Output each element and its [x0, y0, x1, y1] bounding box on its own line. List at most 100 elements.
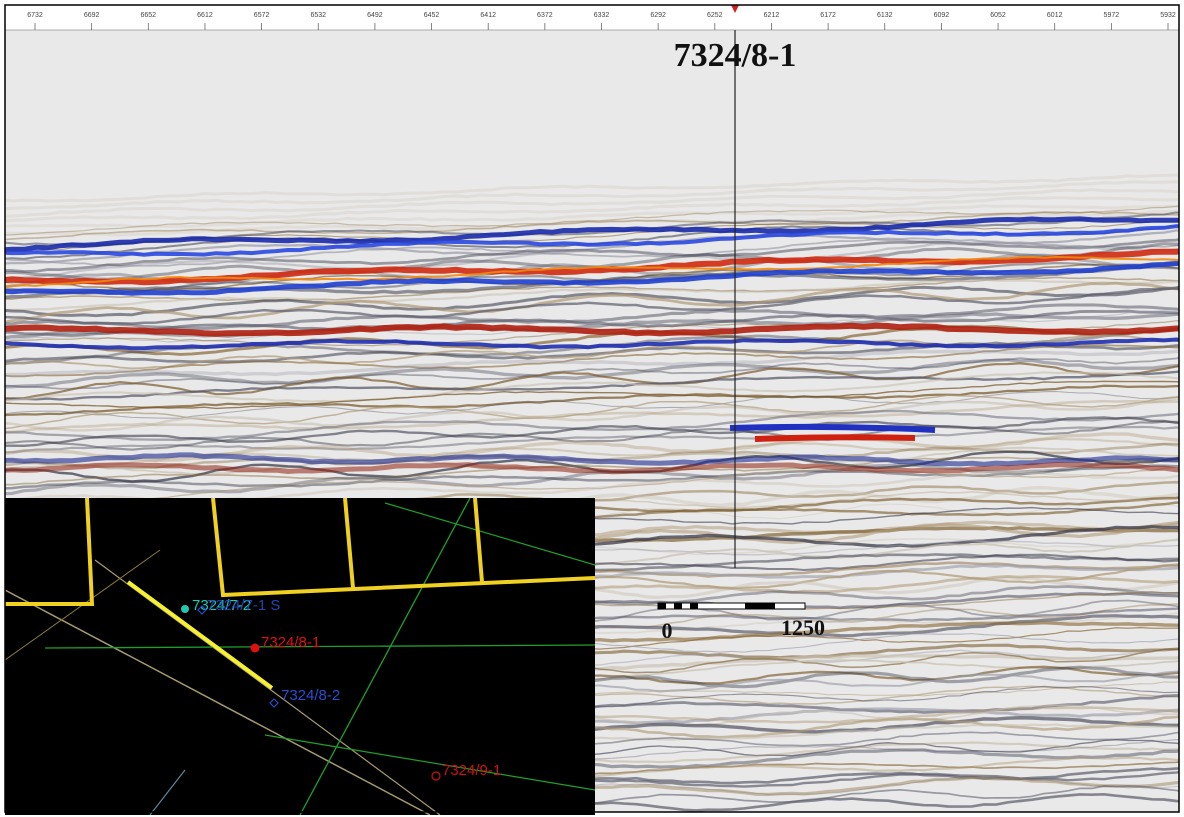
frame	[4, 4, 1180, 813]
reflector	[5, 456, 1179, 486]
green-line	[264, 734, 595, 791]
reflector	[5, 397, 1179, 432]
water-haze	[5, 209, 1179, 237]
axis-tick-label: 6452	[424, 12, 440, 19]
green-line	[384, 502, 595, 566]
map-background	[5, 498, 595, 815]
reflector	[5, 344, 1179, 378]
water-haze	[5, 204, 1179, 229]
reflector	[5, 399, 1179, 434]
axis-tick-label: 6332	[594, 12, 610, 19]
scale-bar: 0 1250	[657, 602, 825, 643]
reflector	[5, 432, 1179, 463]
axis-tick-label: 6292	[650, 12, 666, 19]
axis-tick-label: 6612	[197, 12, 213, 19]
location-map: 7324/7-2 7324/7-1 S 7324/8-1 7324/8-2 73…	[5, 498, 595, 815]
well-symbol	[431, 771, 441, 781]
well-symbol	[269, 698, 279, 708]
reflector	[5, 285, 1179, 318]
axis-tick-label: 6652	[141, 12, 157, 19]
horizon	[5, 337, 1179, 351]
horizon	[5, 248, 1179, 286]
reflector	[5, 370, 1179, 401]
axis-tick-label: 6492	[367, 12, 383, 19]
well-label: 7324/9-1	[442, 762, 501, 779]
top-axis: 6732 6692 6652 6612 6572 6532 6492 6452 6412 6372…	[4, 4, 1180, 31]
well-label: 7324/7-1 S	[207, 597, 280, 614]
scale-seg	[658, 603, 666, 609]
well-symbol	[197, 605, 207, 615]
well-symbol	[250, 643, 260, 653]
horizon	[5, 216, 1179, 253]
axis-tick-label: 6172	[820, 12, 836, 19]
axis-tick-label: 6092	[934, 12, 950, 19]
reflector	[5, 211, 1179, 241]
reflector	[5, 420, 1179, 451]
green-line	[44, 644, 595, 649]
reflector	[5, 281, 1179, 324]
reflector	[5, 238, 1179, 273]
axis-tick-label: 6692	[84, 12, 100, 19]
water-haze	[5, 180, 1179, 211]
horizon	[5, 261, 1179, 296]
axis-tick-label: 6372	[537, 12, 553, 19]
axis-tick-label: 6412	[480, 12, 496, 19]
green-line	[299, 498, 471, 815]
horizon	[729, 423, 936, 433]
water-haze	[5, 196, 1179, 223]
reflector	[5, 464, 1179, 490]
reflector	[5, 308, 1179, 343]
scale-label: 0	[662, 618, 673, 643]
section-trace	[126, 580, 274, 690]
reflector	[5, 380, 1179, 410]
water-haze	[5, 173, 1179, 203]
licence-boundary	[211, 498, 595, 598]
axis-tick-label: 5972	[1104, 12, 1120, 19]
reflector	[5, 303, 1179, 331]
seismic-line	[5, 589, 431, 815]
reflector	[5, 324, 1179, 356]
axis-tick-label: 6532	[310, 12, 326, 19]
reflector	[5, 287, 1179, 325]
scale-label: 1250	[781, 615, 825, 640]
well-label: 7324/7-2	[192, 597, 251, 614]
reflector	[5, 237, 1179, 267]
reflector	[5, 425, 1179, 454]
axis-tick-label: 6212	[764, 12, 780, 19]
axis-tick-label: 5932	[1160, 12, 1176, 19]
well-marker	[731, 5, 739, 13]
map-line	[149, 769, 186, 815]
licence-boundary	[473, 498, 484, 583]
axis-tick-label: 6732	[27, 12, 43, 19]
water-haze	[5, 188, 1179, 218]
reflector	[5, 466, 1179, 503]
horizon	[5, 452, 1179, 467]
well-symbol	[181, 605, 189, 613]
reflector	[5, 416, 1179, 447]
axis-tick-label: 6132	[877, 12, 893, 19]
axis-tick-label: 6052	[990, 12, 1006, 19]
axis-tick-label: 6012	[1047, 12, 1063, 19]
well-title: 7324/8-1	[674, 37, 797, 74]
well-label: 7324/8-2	[281, 687, 340, 704]
reflector	[5, 390, 1179, 419]
horizon	[754, 434, 916, 442]
licence-boundary	[5, 498, 95, 606]
licence-boundary	[343, 498, 355, 589]
axis-tick-label: 6252	[707, 12, 723, 19]
reflector	[5, 240, 1179, 279]
reflector	[5, 205, 1179, 236]
scale-seg	[690, 603, 698, 609]
horizon	[5, 224, 1179, 257]
horizon	[5, 322, 1179, 337]
axis-strip	[4, 4, 1180, 31]
reflector	[5, 371, 1179, 403]
reflector	[5, 278, 1179, 312]
horizon	[5, 255, 1179, 288]
reflector	[5, 309, 1179, 337]
reflector	[5, 358, 1179, 389]
reflector	[5, 384, 1179, 417]
reflector	[5, 357, 1179, 390]
reflector	[5, 229, 1179, 265]
